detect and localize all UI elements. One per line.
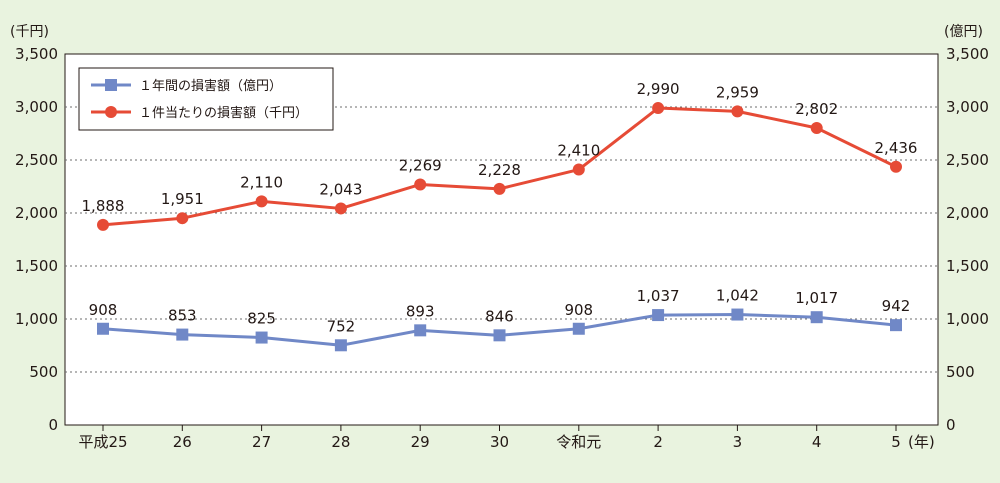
y-right-tick-label: 500 [946, 363, 975, 381]
series-group: 908 853 825 752 893 846 908 1,037 1,042 1,017 942 1… [82, 80, 918, 352]
data-point-circle [97, 218, 109, 231]
data-point-circle [334, 202, 347, 215]
y-left-tick-label: 0 [48, 416, 58, 434]
data-point-circle [731, 105, 744, 118]
y-left-tick-label: 2,500 [15, 151, 58, 169]
y-left-tick-label: 500 [29, 363, 58, 381]
x-tick-label: 平成25 [78, 433, 127, 451]
x-tick-label: 2 [653, 433, 663, 451]
data-label: 2,410 [557, 142, 600, 160]
data-label: 2,228 [478, 161, 521, 179]
data-point-circle [255, 195, 268, 208]
y-right-tick-label: 1,500 [946, 257, 989, 275]
data-label: 2,959 [716, 83, 759, 101]
data-point-square [652, 309, 665, 322]
data-label: 893 [406, 302, 435, 320]
legend-marker-circle [105, 106, 117, 118]
data-point-square [890, 319, 902, 332]
legend-marker-square [105, 79, 117, 91]
legend-box [78, 67, 334, 131]
data-label: 825 [247, 310, 276, 328]
data-label: 846 [485, 307, 514, 325]
data-label: 942 [882, 297, 911, 315]
data-point-square [414, 324, 427, 337]
x-unit-label: (年) [908, 433, 935, 451]
data-label: 2,436 [875, 139, 918, 157]
legend: １年間の損害額（億円） １件当たりの損害額（千円） [78, 67, 334, 131]
x-tick-label: 4 [812, 433, 822, 451]
x-tick-label: 27 [252, 433, 271, 451]
data-point-circle [414, 178, 427, 191]
data-label: 2,110 [240, 173, 283, 191]
data-label: 752 [327, 317, 356, 335]
data-point-square [810, 311, 823, 324]
data-label: 1,017 [795, 289, 838, 307]
y-left-tick-label: 3,500 [15, 45, 58, 63]
y-right-tick-label: 2,500 [946, 151, 989, 169]
data-label: 908 [89, 301, 118, 319]
data-label: 2,802 [795, 100, 838, 118]
x-tick-label: 令和元 [556, 433, 601, 451]
y-left-tick-label: 3,000 [15, 98, 58, 116]
y-left-unit-label: (千円) [10, 24, 49, 40]
data-label: 853 [168, 307, 197, 325]
data-label: 1,037 [637, 287, 680, 305]
y-right-tick-label: 2,000 [946, 204, 989, 222]
data-label: 1,042 [716, 287, 759, 305]
y-left-tick-label: 1,000 [15, 310, 58, 328]
data-point-circle [890, 160, 902, 173]
y-right-tick-label: 3,000 [946, 98, 989, 116]
data-point-square [255, 331, 268, 344]
x-tick-label: 26 [173, 433, 192, 451]
y-left-tick-label: 1,500 [15, 257, 58, 275]
data-label: 1,888 [82, 197, 125, 215]
data-label: 908 [564, 301, 593, 319]
x-tick-label: 29 [411, 433, 430, 451]
data-point-square [176, 328, 189, 341]
x-tick-label: 30 [490, 433, 509, 451]
data-label: 2,043 [319, 180, 362, 198]
x-tick-label: 5 [891, 433, 901, 451]
data-point-circle [572, 163, 585, 176]
data-label: 2,269 [399, 156, 442, 174]
data-point-square [731, 308, 744, 321]
y-right-tick-label: 3,500 [946, 45, 989, 63]
y-right-tick-label: 1,000 [946, 310, 989, 328]
y-right-unit-label: (億円) [944, 24, 983, 40]
data-point-square [572, 322, 585, 335]
data-label: 1,951 [161, 190, 204, 208]
data-point-circle [176, 212, 189, 225]
legend-entry-label: １年間の損害額（億円） [139, 78, 282, 94]
y-right-tick-label: 0 [946, 416, 956, 434]
data-point-circle [493, 182, 506, 195]
axes: 0 500 1,000 1,500 2,000 2,500 3,000 3,500 0 500 1,… [10, 24, 989, 451]
data-point-square [493, 329, 506, 342]
x-tick-label: 3 [733, 433, 743, 451]
y-left-tick-label: 2,000 [15, 204, 58, 222]
legend-entry-label: １件当たりの損害額（千円） [139, 105, 308, 121]
x-tick-label: 28 [331, 433, 350, 451]
data-point-circle [810, 121, 823, 134]
data-label: 2,990 [637, 80, 680, 98]
data-point-square [97, 322, 109, 335]
data-point-square [334, 339, 347, 352]
data-point-circle [652, 102, 665, 115]
